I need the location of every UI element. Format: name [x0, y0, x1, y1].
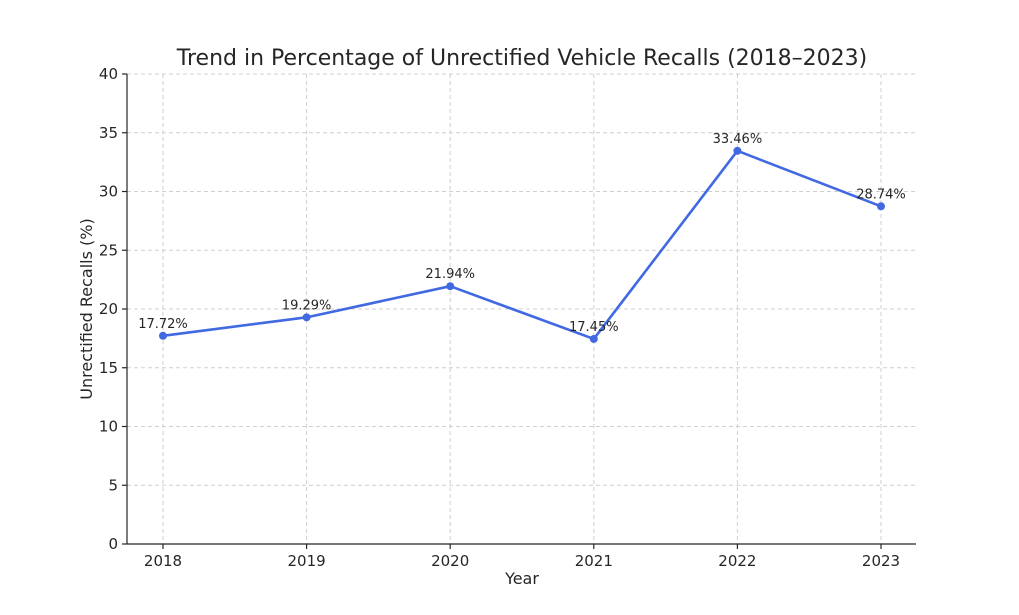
y-tick-label: 20 [99, 300, 118, 318]
y-tick-label: 15 [99, 359, 118, 377]
data-point-marker [159, 331, 167, 340]
data-value-label: 17.45% [569, 320, 619, 335]
x-axis-label: Year [504, 569, 539, 588]
x-tick-label: 2021 [575, 552, 613, 570]
x-tick-label: 2020 [431, 552, 469, 570]
data-point-marker [302, 313, 311, 322]
y-tick-label: 40 [99, 65, 118, 83]
data-value-label: 19.29% [282, 298, 332, 313]
data-value-label: 21.94% [425, 267, 475, 282]
data-point-marker [446, 282, 455, 291]
y-tick-label: 25 [99, 241, 118, 259]
x-tick-label: 2023 [862, 552, 900, 570]
x-tick-label: 2018 [144, 552, 182, 570]
y-tick-label: 5 [108, 476, 118, 494]
y-tick-label: 35 [99, 124, 118, 142]
data-point-marker [589, 334, 598, 343]
series-line [162, 149, 882, 341]
x-tick-label: 2019 [288, 552, 326, 570]
x-tick-label: 2022 [718, 552, 756, 570]
data-labels-layer: 17.72% 19.29% 21.94% 17.45% 33.46% 28.74% [138, 132, 906, 335]
data-value-label: 17.72% [138, 317, 188, 332]
data-value-label: 33.46% [713, 132, 763, 147]
data-value-label: 28.74% [856, 187, 906, 202]
y-tick-label: 10 [99, 418, 118, 436]
series-layer [159, 146, 885, 343]
y-tick-label: 0 [108, 535, 118, 553]
y-axis-label: Unrectified Recalls (%) [77, 218, 96, 399]
y-tick-label: 30 [99, 183, 118, 201]
data-point-marker [733, 146, 742, 155]
grid-layer [127, 73, 916, 545]
data-point-marker [877, 202, 885, 211]
ticks-layer: 0 5 10 15 20 25 30 35 40 2018 2019 2020 2021 2022 2023 [99, 65, 900, 570]
chart-title: Trend in Percentage of Unrectified Vehic… [176, 46, 867, 71]
